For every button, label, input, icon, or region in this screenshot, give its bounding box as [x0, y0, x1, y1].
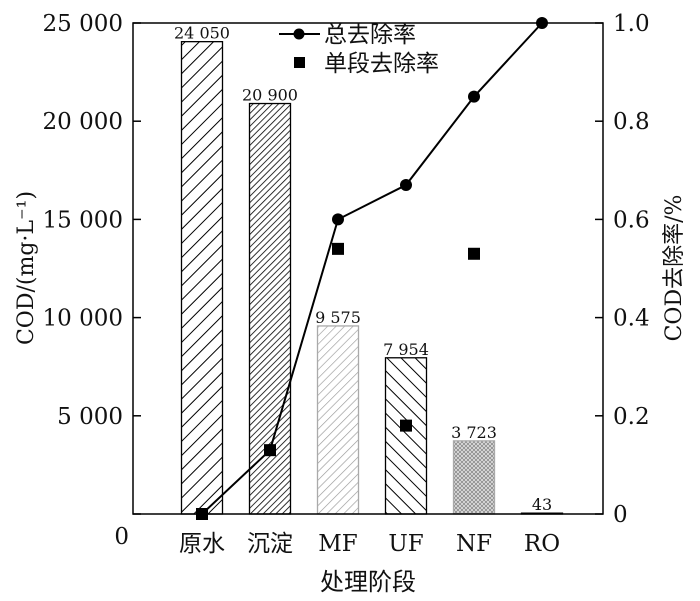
legend-circle-marker [293, 28, 305, 40]
right-tick-label-3: 0.6 [613, 207, 650, 233]
x-axis-label: 处理阶段 [320, 568, 416, 596]
stage-removal-point-4 [468, 247, 480, 260]
total-removal-line [201, 22, 543, 515]
x-category-label-5: RO [524, 531, 560, 557]
bar-value-label-2: 9 575 [315, 308, 361, 327]
total-removal-point-2 [332, 213, 344, 226]
total-removal-point-3 [400, 179, 412, 192]
bar-value-label-1: 20 900 [242, 86, 298, 105]
x-axis: 原水 沉淀 MF UF NF RO [179, 531, 560, 557]
bars-layer [180, 41, 564, 515]
legend-label-total: 总去除率 [324, 22, 416, 48]
right-tick-label-4: 0.8 [613, 109, 650, 135]
left-tick-label-1: 5 000 [57, 404, 123, 430]
right-axis: 0 0.2 0.4 0.6 0.8 1.0 [595, 11, 650, 528]
stage-removal-point-1 [264, 444, 276, 457]
plot-frame [132, 22, 604, 515]
right-tick-label-2: 0.4 [613, 306, 650, 332]
bar-value-label-0: 24 050 [174, 24, 230, 43]
left-tick-label-2: 10 000 [43, 306, 123, 332]
bar-2 [316, 325, 360, 515]
bar-value-label-5: 43 [532, 495, 552, 514]
x-category-label-4: NF [456, 531, 492, 557]
x-category-label-3: UF [388, 531, 423, 557]
left-tick-label-5: 25 000 [43, 11, 123, 37]
legend-square-marker [294, 57, 305, 68]
left-tick-label-3: 15 000 [43, 207, 123, 233]
bar-0 [180, 41, 224, 515]
x-category-label-0: 原水 [179, 531, 225, 557]
y2-axis-label: COD去除率/% [662, 195, 687, 342]
stage-removal-point-2 [332, 242, 344, 255]
right-tick-label-5: 1.0 [613, 11, 650, 37]
bar-labels-layer: 24 050 20 900 9 575 7 954 3 723 43 [174, 24, 552, 514]
legend: 总去除率 单段去除率 [279, 22, 439, 77]
total-removal-point-4 [468, 90, 480, 103]
left-tick-label-0: 0 [114, 524, 129, 550]
y-axis-label: COD/(mg·L⁻¹) [14, 191, 39, 345]
bar-3 [384, 357, 428, 515]
legend-label-stage: 单段去除率 [324, 51, 439, 77]
right-tick-label-1: 0.2 [613, 404, 650, 430]
bar-4 [452, 440, 496, 515]
bar-value-label-3: 7 954 [383, 340, 429, 359]
left-tick-label-4: 20 000 [43, 109, 123, 135]
bar-value-label-4: 3 723 [451, 423, 497, 442]
left-axis: 0 5 000 10 000 15 000 20 000 25 000 [43, 11, 141, 550]
scatter-layer [196, 242, 480, 520]
x-category-label-1: 沉淀 [247, 531, 293, 557]
right-tick-label-0: 0 [613, 502, 628, 528]
stage-removal-point-3 [400, 419, 412, 432]
x-category-label-2: MF [318, 531, 358, 557]
